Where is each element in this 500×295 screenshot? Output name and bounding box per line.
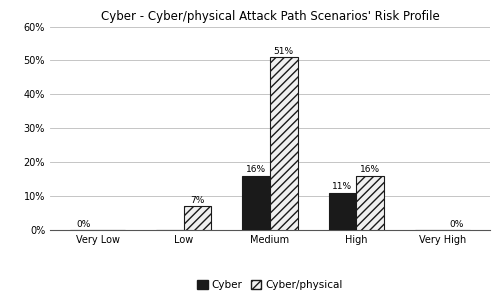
Bar — [184, 206, 212, 230]
Text: 0%: 0% — [76, 220, 91, 229]
Text: 16%: 16% — [360, 165, 380, 174]
Text: 11%: 11% — [332, 182, 352, 191]
Bar — [356, 176, 384, 230]
Bar — [270, 57, 297, 230]
Text: 7%: 7% — [190, 196, 205, 205]
Bar — [328, 193, 356, 230]
Bar — [242, 176, 270, 230]
Text: 51%: 51% — [274, 47, 294, 56]
Legend: Cyber, Cyber/physical: Cyber, Cyber/physical — [193, 276, 347, 294]
Text: 16%: 16% — [246, 165, 266, 174]
Text: 0%: 0% — [449, 220, 464, 229]
Title: Cyber - Cyber/physical Attack Path Scenarios' Risk Profile: Cyber - Cyber/physical Attack Path Scena… — [100, 10, 439, 23]
